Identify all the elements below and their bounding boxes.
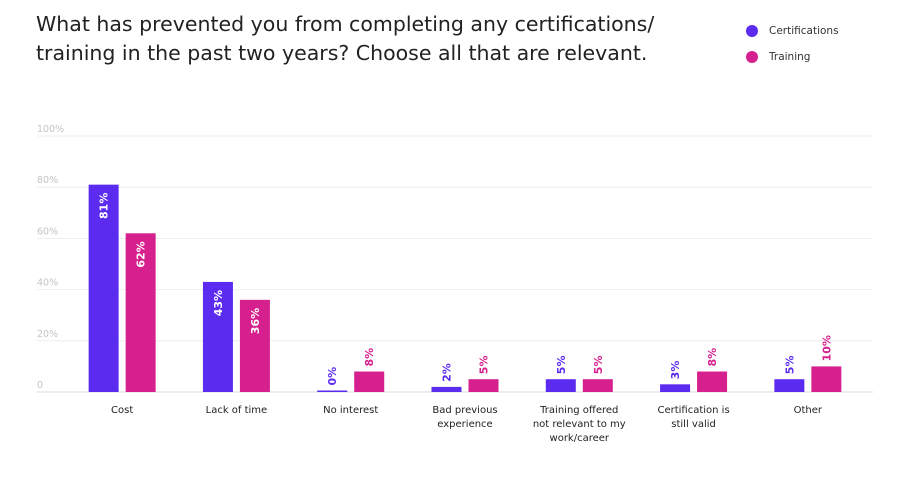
legend-label-certifications: Certifications: [769, 25, 839, 37]
data-label: 36%: [249, 308, 262, 334]
data-label: 10%: [820, 335, 833, 361]
data-label: 5%: [783, 356, 796, 375]
bar: [317, 390, 348, 392]
y-tick-label: 100%: [37, 124, 64, 135]
x-tick-label: No interest: [323, 405, 378, 416]
x-tick-label: Other: [794, 405, 823, 416]
legend: Certifications Training: [746, 24, 839, 76]
data-label: 5%: [555, 356, 568, 375]
bar: [354, 371, 385, 392]
bar: [88, 184, 119, 392]
bar: [545, 379, 576, 392]
y-tick-label: 60%: [37, 226, 58, 237]
data-label: 8%: [363, 348, 376, 367]
bar: [239, 299, 270, 392]
chart-title: What has prevented you from completing a…: [36, 12, 655, 65]
y-tick-label: 40%: [37, 278, 58, 289]
data-label: 43%: [212, 290, 225, 316]
bar: [431, 386, 462, 392]
legend-item-training: Training: [746, 50, 839, 64]
bar: [811, 366, 842, 392]
bar: [202, 281, 233, 392]
y-tick-label: 80%: [37, 175, 58, 186]
x-tick-label: still valid: [671, 419, 716, 430]
data-label: 2%: [441, 363, 454, 382]
data-label: 5%: [478, 356, 491, 375]
x-tick-label: Certification is: [657, 405, 729, 416]
x-tick-label: Bad previous: [432, 405, 497, 416]
x-tick-label: Cost: [111, 405, 133, 416]
x-tick-label: not relevant to my: [533, 419, 626, 430]
data-label: 5%: [592, 356, 605, 375]
bar: [468, 379, 499, 392]
legend-swatch-training: [746, 51, 758, 63]
bar: [697, 371, 728, 392]
y-tick-label: 20%: [37, 329, 58, 340]
bar: [582, 379, 613, 392]
x-tick-label: experience: [437, 419, 492, 430]
x-tick-label: Lack of time: [206, 405, 268, 416]
data-label: 3%: [669, 361, 682, 380]
x-tick-label: Training offered: [539, 405, 618, 416]
bar: [125, 233, 156, 392]
legend-swatch-certifications: [746, 25, 758, 37]
y-tick-label: 0: [37, 380, 43, 391]
x-tick-label: work/career: [550, 433, 610, 444]
bar: [660, 384, 691, 392]
data-label: 62%: [135, 241, 148, 267]
data-label: 81%: [98, 193, 111, 219]
legend-label-training: Training: [769, 51, 811, 63]
bar: [774, 379, 805, 392]
data-label: 0%: [326, 367, 339, 386]
data-label: 8%: [706, 348, 719, 367]
legend-item-certifications: Certifications: [746, 24, 839, 38]
